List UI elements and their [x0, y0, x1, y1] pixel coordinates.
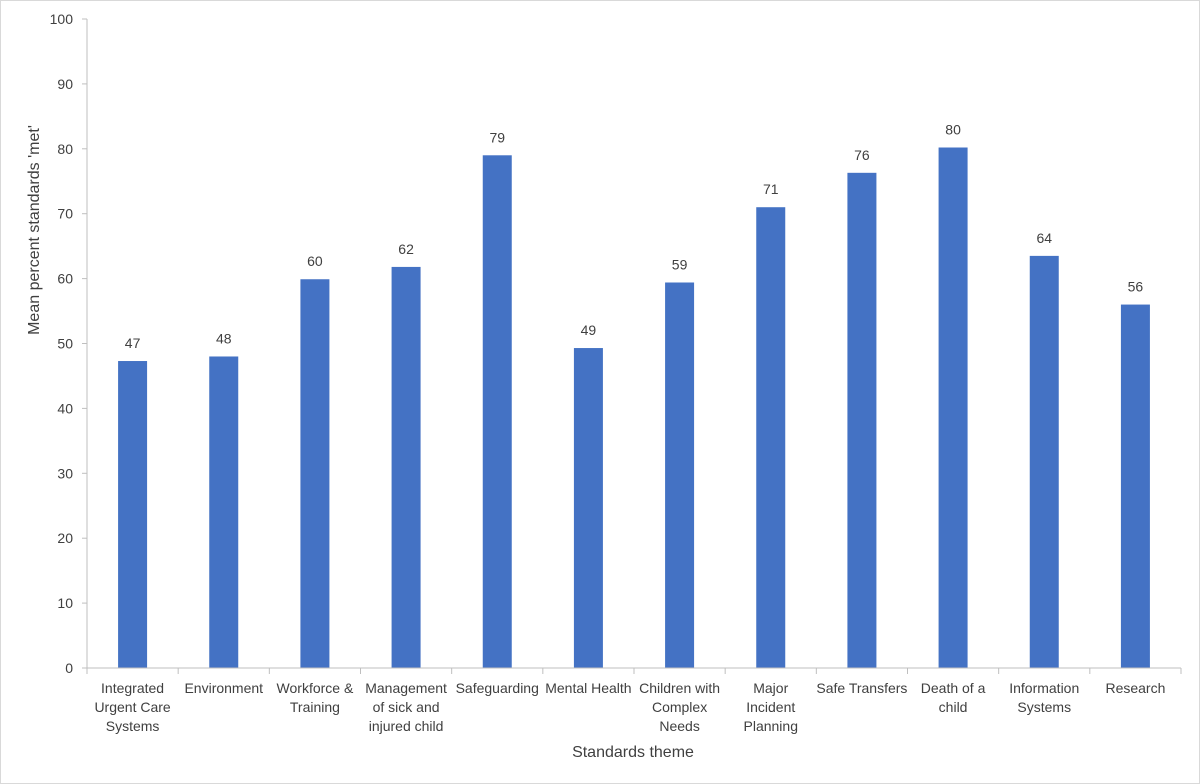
x-tick-label-line: injured child: [369, 718, 444, 734]
y-tick-label: 80: [57, 141, 73, 157]
bar: [847, 172, 877, 669]
bar: [391, 266, 421, 668]
x-tick-label-line: Planning: [744, 718, 799, 734]
data-label: 64: [1036, 230, 1052, 246]
x-tick-label: Children with Complex Needs: [639, 680, 720, 734]
y-tick-label: 60: [57, 271, 73, 287]
bar: [756, 207, 786, 668]
x-axis-title: Standards theme: [572, 744, 694, 761]
x-tick-label-line: Systems: [1017, 699, 1071, 715]
y-axis-ticks: 0 10 20 30 40 50 60 70 80 90 100: [50, 11, 87, 676]
bar: [573, 348, 603, 668]
x-tick-label-line: Information: [1009, 680, 1079, 696]
y-axis-title: Mean percent standards 'met': [26, 125, 43, 335]
data-label: 76: [854, 147, 870, 163]
data-label: 48: [216, 330, 232, 346]
x-tick-label-line: Training: [290, 699, 340, 715]
y-tick-label: 20: [57, 530, 73, 546]
x-tick-label-line: Safe Transfers: [816, 680, 907, 696]
y-tick-label: 30: [57, 465, 73, 481]
x-tick-label-line: Systems: [106, 718, 160, 734]
y-tick-label: 100: [50, 11, 74, 27]
data-label: 71: [763, 181, 779, 197]
bar: [482, 155, 512, 669]
x-tick-label: Environment: [184, 680, 263, 696]
bars: [118, 147, 1150, 669]
x-tick-label: Research: [1105, 680, 1165, 696]
x-tick-label-line: Complex: [652, 699, 707, 715]
bar: [300, 279, 330, 668]
data-label: 60: [307, 253, 323, 269]
data-label: 47: [125, 335, 141, 351]
x-tick-label: Integrated Urgent Care Systems: [94, 680, 170, 734]
data-label: 62: [398, 241, 414, 257]
category-labels: Integrated Urgent Care Systems Environment W…: [94, 680, 1165, 734]
x-tick-label-line: of sick and: [373, 699, 440, 715]
x-tick-label-line: Incident: [746, 699, 795, 715]
data-label: 56: [1128, 279, 1144, 295]
data-label: 79: [489, 129, 505, 145]
x-tick-label-line: Major: [753, 680, 788, 696]
x-tick-label: Safeguarding: [456, 680, 539, 696]
x-tick-label-line: Research: [1105, 680, 1165, 696]
x-tick-label: Workforce & Training: [277, 680, 354, 715]
x-tick-label-line: Mental Health: [545, 680, 631, 696]
x-tick-label-line: Workforce &: [277, 680, 354, 696]
x-tick-label-line: Integrated: [101, 680, 164, 696]
x-tick-label-line: Urgent Care: [94, 699, 170, 715]
data-label: 80: [945, 122, 961, 138]
y-tick-label: 50: [57, 336, 73, 352]
x-tick-label-line: Safeguarding: [456, 680, 539, 696]
bar: [1120, 304, 1150, 668]
y-tick-label: 90: [57, 76, 73, 92]
bar: [665, 282, 695, 668]
data-label: 59: [672, 256, 688, 272]
y-tick-label: 0: [65, 660, 73, 676]
x-tick-label-line: Environment: [184, 680, 263, 696]
x-tick-label: Major Incident Planning: [744, 680, 799, 734]
x-tick-label-line: Needs: [659, 718, 699, 734]
x-tick-label: Management of sick and injured child: [365, 680, 447, 734]
bar: [938, 147, 968, 668]
bar: [118, 361, 148, 668]
y-tick-label: 40: [57, 400, 73, 416]
x-tick-label: Safe Transfers: [816, 680, 907, 696]
y-tick-label: 70: [57, 206, 73, 222]
bar: [209, 356, 239, 668]
x-tick-label: Mental Health: [545, 680, 631, 696]
data-labels: 47 48 60 62 79 49 59 71 76 80 64 56: [125, 122, 1144, 352]
x-tick-label: Information Systems: [1009, 680, 1079, 715]
x-tick-label-line: Management: [365, 680, 447, 696]
x-tick-label-line: child: [939, 699, 968, 715]
y-tick-label: 10: [57, 595, 73, 611]
data-label: 49: [581, 322, 597, 338]
bar: [1029, 255, 1059, 668]
axes: [86, 19, 1182, 674]
x-tick-label: Death of a child: [921, 680, 986, 715]
x-tick-label-line: Children with: [639, 680, 720, 696]
x-tick-label-line: Death of a: [921, 680, 986, 696]
